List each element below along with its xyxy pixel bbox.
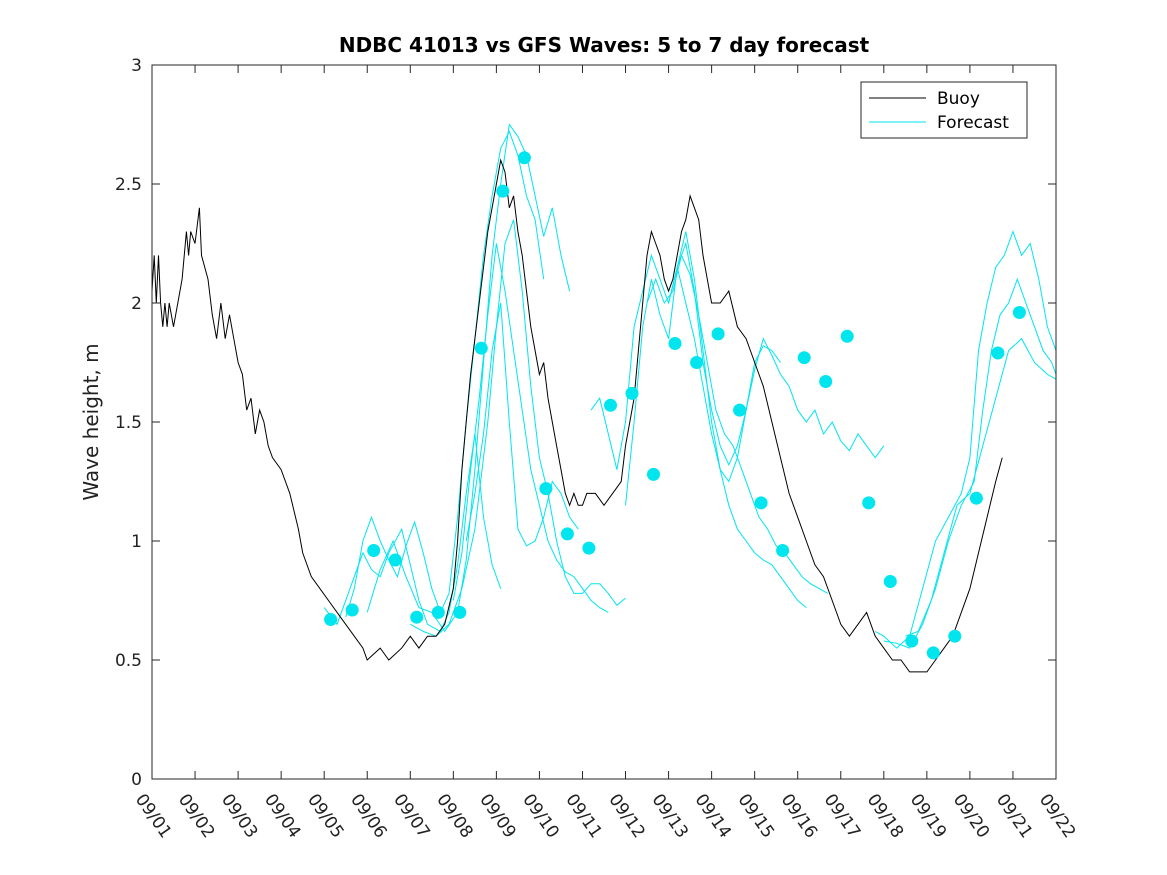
forecast-marker-25 xyxy=(840,329,854,343)
forecast-marker-17 xyxy=(668,337,682,350)
forecast-marker-30 xyxy=(948,629,962,643)
forecast-marker-23 xyxy=(797,351,811,365)
x-tick-label: 09/20 xyxy=(949,790,993,842)
x-tick-label: 09/13 xyxy=(647,790,691,842)
y-tick-label: 0 xyxy=(131,770,142,790)
y-tick-label: 2.5 xyxy=(115,175,142,195)
x-tick-label: 09/09 xyxy=(475,790,519,842)
x-tick-label: 09/17 xyxy=(820,790,864,842)
forecast-marker-4 xyxy=(388,553,402,567)
x-tick-label: 09/19 xyxy=(906,790,950,842)
forecast-marker-31 xyxy=(969,491,983,505)
forecast-marker-27 xyxy=(883,575,897,588)
forecast-marker-22 xyxy=(776,544,790,557)
x-tick-label: 09/16 xyxy=(777,790,821,842)
forecast-line-3 xyxy=(366,123,571,633)
x-tick-label: 09/06 xyxy=(346,790,390,842)
buoy-layer xyxy=(151,158,1003,673)
forecast-marker-5 xyxy=(410,610,424,624)
marker-layer xyxy=(324,151,1026,660)
forecast-marker-11 xyxy=(539,482,553,496)
x-tick-label: 09/14 xyxy=(691,790,735,842)
forecast-marker-32 xyxy=(991,346,1005,360)
x-tick-label: 09/08 xyxy=(432,790,476,842)
x-tick-label: 09/12 xyxy=(604,790,648,842)
forecast-line-2 xyxy=(345,130,545,618)
forecast-marker-8 xyxy=(474,341,488,355)
forecast-marker-21 xyxy=(754,496,768,510)
forecast-marker-12 xyxy=(560,527,574,541)
forecast-marker-28 xyxy=(905,634,919,648)
plot-area xyxy=(152,65,1056,779)
forecast-line-4 xyxy=(410,219,626,637)
x-tick-label: 09/21 xyxy=(992,790,1036,842)
x-tick-label: 09/05 xyxy=(303,790,347,842)
y-tick-label: 3 xyxy=(131,56,142,76)
forecast-marker-16 xyxy=(647,467,660,481)
forecast-marker-6 xyxy=(431,605,445,619)
x-tick-label: 09/04 xyxy=(260,790,304,842)
chart-title: NDBC 41013 vs GFS Waves: 5 to 7 day fore… xyxy=(339,33,870,57)
y-tick-label: 0.5 xyxy=(115,651,142,671)
x-tick-label: 09/18 xyxy=(863,790,907,842)
forecast-marker-3 xyxy=(367,544,381,557)
x-tick-label: 09/02 xyxy=(174,790,218,842)
forecast-marker-10 xyxy=(517,151,531,165)
forecast-marker-7 xyxy=(453,605,467,619)
forecast-line-8 xyxy=(625,231,807,608)
forecast-line-5 xyxy=(452,243,609,613)
forecast-marker-1 xyxy=(324,613,338,626)
forecast-marker-14 xyxy=(604,398,617,412)
y-tick-label: 1 xyxy=(131,532,142,552)
x-tick-label: 09/22 xyxy=(1035,790,1079,842)
legend-buoy-label: Buoy xyxy=(937,89,980,109)
forecast-marker-26 xyxy=(862,496,876,510)
forecast-marker-19 xyxy=(711,327,725,341)
forecast-marker-13 xyxy=(582,541,596,555)
x-tick-label: 09/01 xyxy=(131,790,175,842)
forecast-line-10 xyxy=(668,267,885,483)
forecast-marker-29 xyxy=(926,646,940,660)
forecast-marker-20 xyxy=(733,403,747,417)
forecast-layer xyxy=(323,123,1057,649)
forecast-marker-2 xyxy=(345,603,359,617)
forecast-line-13 xyxy=(905,337,1057,637)
forecast-marker-18 xyxy=(690,356,704,369)
x-tick-label: 09/11 xyxy=(561,790,605,842)
forecast-marker-24 xyxy=(819,375,833,388)
x-tick-label: 09/10 xyxy=(518,790,562,842)
forecast-marker-9 xyxy=(496,184,510,198)
y-tick-label: 1.5 xyxy=(115,413,142,433)
y-axis-label: Wave height, m xyxy=(79,343,103,500)
x-tick-label: 09/03 xyxy=(217,790,261,842)
x-tick-label: 09/15 xyxy=(734,790,778,842)
forecast-marker-33 xyxy=(1012,306,1026,319)
buoy-line xyxy=(151,158,1003,673)
x-tick-label: 09/07 xyxy=(389,790,433,842)
forecast-line-12 xyxy=(883,277,1057,649)
legend-forecast-label: Forecast xyxy=(937,113,1009,133)
legend: Buoy Forecast xyxy=(860,81,1028,139)
y-tick-label: 2 xyxy=(131,294,142,314)
forecast-line-6 xyxy=(465,302,579,547)
forecast-marker-15 xyxy=(625,386,639,400)
legend-box xyxy=(860,81,1028,139)
